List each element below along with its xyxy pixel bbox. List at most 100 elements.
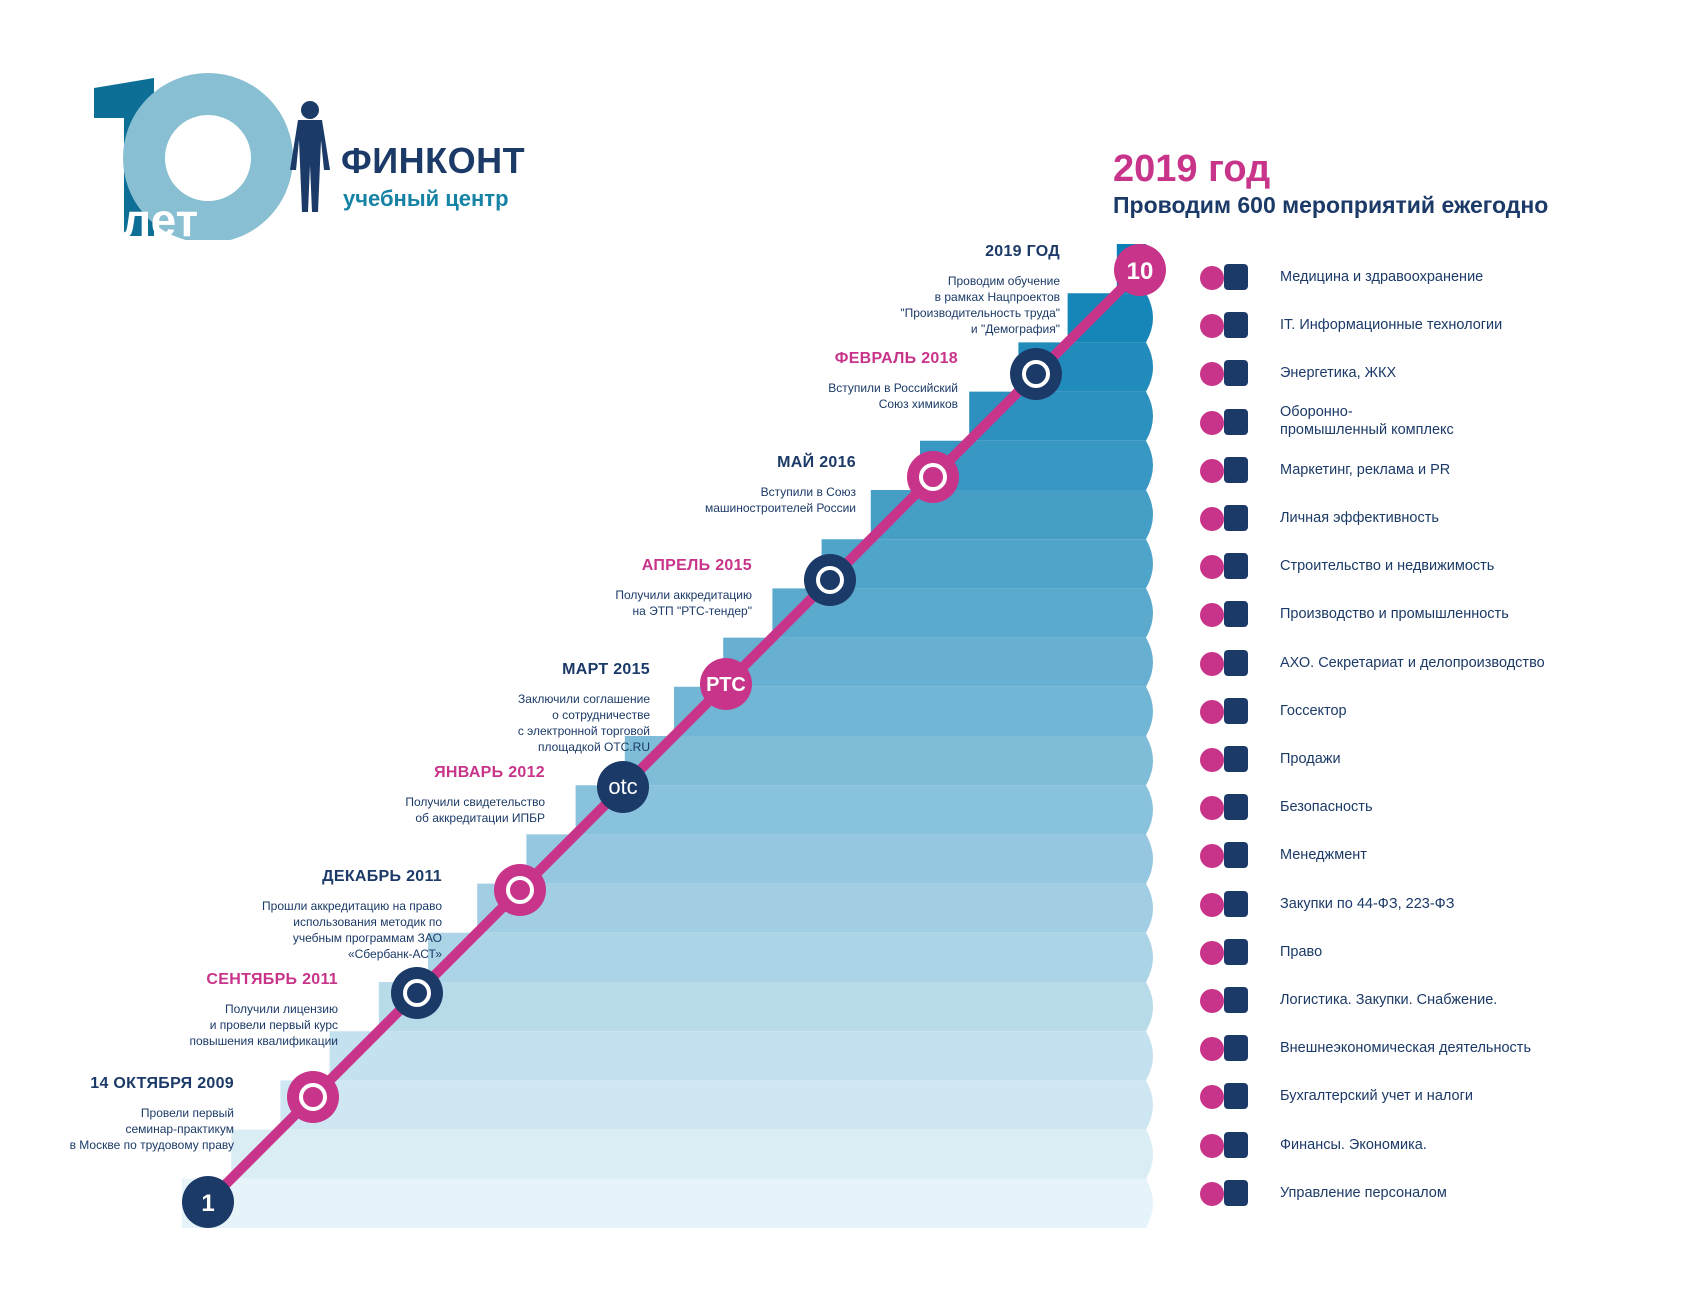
otc-logo-icon: otc — [597, 761, 649, 813]
start-node: 1 — [182, 1176, 234, 1228]
staircase-step — [575, 785, 1153, 835]
industry-label: Производство и промышленность — [1280, 606, 1509, 622]
industry-item: Менеджмент — [1196, 834, 1656, 878]
staircase-step — [428, 932, 1153, 982]
timeline-diagonal — [203, 265, 1145, 1207]
industry-item: Госсектор — [1196, 690, 1656, 734]
ipbr-logo-icon — [494, 864, 546, 916]
industry-item: Личная эффективность — [1196, 497, 1656, 541]
leaf-logo-icon — [1010, 348, 1062, 400]
milestone: МАРТ 2015 Заключили соглашение о сотрудни… — [518, 661, 650, 755]
industry-label: Бухгалтерский учет и налоги — [1280, 1088, 1473, 1104]
milestone-description: Провели первый семинар-практикум в Москв… — [69, 1106, 234, 1152]
industry-item: Продажи — [1196, 738, 1656, 782]
svg-text:1: 1 — [201, 1190, 214, 1217]
industry-item: Бухгалтерский учет и налоги — [1196, 1075, 1656, 1119]
staircase-step — [378, 982, 1153, 1032]
people-group-icon — [1200, 1180, 1248, 1206]
bulb-wrench-icon — [1200, 360, 1248, 386]
industry-label: Менеджмент — [1280, 847, 1367, 863]
helmet-building-icon — [1200, 553, 1248, 579]
businessman-icon — [290, 101, 330, 212]
globe-pie-icon — [1200, 1035, 1248, 1061]
industry-label: IT. Информационные технологии — [1280, 317, 1503, 333]
logo-digit-zero — [123, 73, 293, 240]
milestone-date: МАЙ 2016 — [777, 454, 856, 471]
sberbank-logo-icon — [391, 967, 443, 1019]
industry-label: Внешнеэкономическая деятельность — [1280, 1040, 1532, 1056]
milestone-description: Заключили соглашение о сотрудничестве с … — [517, 692, 650, 754]
milestone: 14 ОКТЯБРЯ 2009 Провели первый семинар-пр… — [70, 1075, 234, 1153]
svg-text:РТС: РТС — [706, 674, 746, 696]
rts-logo-icon: РТС — [700, 658, 752, 710]
industry-item: IT. Информационные технологии — [1196, 304, 1656, 348]
milestone: АПРЕЛЬ 2015 Получили аккредитацию на ЭТП … — [615, 557, 752, 619]
staircase-step — [674, 686, 1153, 736]
industry-label: Финансы. Экономика. — [1280, 1137, 1427, 1153]
staircase-step — [182, 1178, 1153, 1228]
year-tagline: Проводим 600 мероприятий ежегодно — [1113, 192, 1549, 218]
industry-label: Госсектор — [1280, 703, 1347, 719]
brand-subtitle: учебный центр — [343, 186, 509, 211]
staircase-step — [477, 883, 1153, 933]
industry-label: Продажи — [1280, 751, 1341, 767]
milestone-date: АПРЕЛЬ 2015 — [641, 557, 752, 574]
stamp-document-icon — [1200, 650, 1248, 676]
industry-item: Право — [1196, 931, 1656, 975]
milestone-date: 14 ОКТЯБРЯ 2009 — [90, 1075, 234, 1092]
staircase-step — [920, 440, 1153, 490]
certificate-seal-icon — [287, 1071, 339, 1123]
shield-person-icon — [1200, 794, 1248, 820]
end-node: 10 — [1114, 244, 1166, 296]
industry-item: Оборонно- промышленный комплекс — [1196, 401, 1656, 445]
logo-years-word: лет — [122, 194, 198, 240]
org-chart-icon — [1200, 842, 1248, 868]
industry-item: Медицина и здравоохранение — [1196, 256, 1656, 300]
milestone-description: Вступили в Российский Союз химиков — [828, 381, 958, 411]
staircase-bands — [182, 244, 1154, 1228]
industry-item: Управление персоналом — [1196, 1172, 1656, 1216]
milestone-description: Прошли аккредитацию на право использован… — [262, 899, 442, 961]
staircase-step — [329, 1031, 1154, 1081]
milestone-description: Вступили в Союз машиностроителей России — [704, 485, 856, 515]
staircase-step — [969, 391, 1153, 441]
factory-icon — [1200, 601, 1248, 627]
industry-label: Строительство и недвижимость — [1280, 558, 1495, 574]
staircase-step — [1067, 293, 1153, 343]
milestone: ДЕКАБРЬ 2011 Прошли аккредитацию на право… — [262, 868, 442, 962]
milestone-description: Получили свидетельство об аккредитации И… — [405, 795, 545, 825]
brand-name: ФИНКОНТ — [341, 140, 526, 181]
industry-label: Медицина и здравоохранение — [1280, 269, 1484, 285]
industry-label: Право — [1280, 944, 1323, 960]
industry-label: Безопасность — [1280, 799, 1373, 815]
milestone: МАЙ 2016 Вступили в Союз машиностроителей… — [705, 454, 856, 516]
staircase-step — [723, 637, 1153, 687]
milestone-description: Проводим обучение в рамках Нацпроектов "… — [900, 274, 1060, 336]
milestone: СЕНТЯБРЬ 2011 Получили лицензию и провели… — [189, 971, 338, 1049]
industry-label: Оборонно- промышленный комплекс — [1280, 404, 1454, 438]
route-pin-icon — [1200, 987, 1248, 1013]
industry-item: Закупки по 44-ФЗ, 223-ФЗ — [1196, 883, 1656, 927]
industry-label: АХО. Секретариат и делопроизводство — [1280, 655, 1545, 671]
laptop-icon — [1200, 312, 1248, 338]
flask-icon — [907, 451, 959, 503]
medical-kit-icon — [1200, 264, 1248, 290]
industry-item: Безопасность — [1196, 786, 1656, 830]
milestone: 2019 ГОД Проводим обучение в рамках Нацпр… — [900, 243, 1060, 337]
industry-label: Логистика. Закупки. Снабжение. — [1280, 992, 1498, 1008]
logo: лет — [94, 73, 330, 240]
industry-item: Строительство и недвижимость — [1196, 545, 1656, 589]
svg-text:10: 10 — [1127, 258, 1154, 285]
industry-item: Энергетика, ЖКХ — [1196, 352, 1656, 396]
ruble-chart-icon — [1200, 1132, 1248, 1158]
milestone-date: ДЕКАБРЬ 2011 — [322, 868, 442, 885]
staircase-step — [772, 588, 1153, 638]
staircase-step — [280, 1080, 1153, 1130]
industry-label: Энергетика, ЖКХ — [1280, 365, 1397, 381]
industry-item: Внешнеэкономическая деятельность — [1196, 1027, 1656, 1071]
milestone-description: Получили лицензию и провели первый курс … — [189, 1002, 338, 1048]
industry-label: Личная эффективность — [1280, 510, 1439, 526]
industry-label: Управление персоналом — [1280, 1185, 1447, 1201]
emblem-lock-icon — [1200, 891, 1248, 917]
milestone-date: МАРТ 2015 — [562, 661, 650, 678]
